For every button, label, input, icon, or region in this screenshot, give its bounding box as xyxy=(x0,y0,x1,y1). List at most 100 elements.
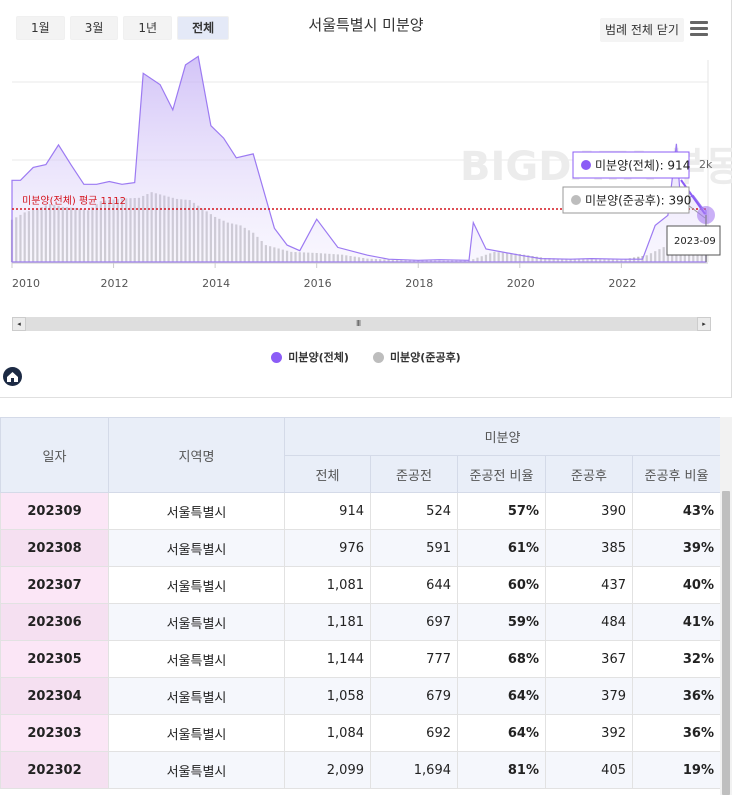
table-cell-date: 202305 xyxy=(0,640,109,678)
scroll-grip-icon[interactable]: III xyxy=(356,319,361,328)
table-vertical-scrollbar[interactable] xyxy=(720,417,732,795)
table-cell-total: 914 xyxy=(284,492,371,530)
legend-toggle-button[interactable]: 범례 전체 닫기 xyxy=(600,18,684,42)
table-cell-after-ratio: 39% xyxy=(631,529,720,567)
scroll-right-arrow-icon[interactable]: ▸ xyxy=(697,317,711,331)
legend-label-total: 미분양(전체) xyxy=(288,351,349,364)
table-cell-after: 484 xyxy=(545,603,633,641)
tooltip-total-marker xyxy=(581,160,591,170)
table-cell-before: 692 xyxy=(370,714,458,752)
x-axis-ticks: 2010 2012 2014 2016 2018 2020 2022 xyxy=(11,263,636,290)
table-row: 202303 서울특별시 1,084 692 64% 392 36% xyxy=(0,714,720,752)
chart-title: 서울특별시 미분양 xyxy=(308,16,424,34)
legend-item-total[interactable]: 미분양(전체) xyxy=(271,349,349,365)
range-button-1y[interactable]: 1년 xyxy=(123,16,173,40)
table-cell-after: 367 xyxy=(545,640,633,678)
table-row: 202306 서울특별시 1,181 697 59% 484 41% xyxy=(0,603,720,641)
x-tick-label: 2020 xyxy=(507,277,535,290)
range-button-1m[interactable]: 1월 xyxy=(16,16,65,40)
header-unsold-group: 미분양 xyxy=(283,417,720,456)
table-cell-total: 976 xyxy=(284,529,371,567)
table-cell-region: 서울특별시 xyxy=(108,640,285,678)
table-cell-region: 서울특별시 xyxy=(108,677,285,715)
table-cell-total: 1,084 xyxy=(284,714,371,752)
tooltip-after-box xyxy=(562,186,690,214)
table-cell-before: 697 xyxy=(370,603,458,641)
header-region: 지역명 xyxy=(108,417,285,493)
table-cell-before: 591 xyxy=(370,529,458,567)
tooltip-after-text: 미분양(준공후): 390 xyxy=(585,194,691,208)
table-body: 202309 서울특별시 914 524 57% 390 43% 202308 서울특별시 976… xyxy=(0,492,720,789)
table-cell-date: 202309 xyxy=(0,492,109,530)
table-cell-after: 379 xyxy=(545,677,633,715)
legend-item-after[interactable]: 미분양(준공후) xyxy=(372,349,461,365)
table-cell-total: 1,181 xyxy=(284,603,371,641)
range-button-3m[interactable]: 3월 xyxy=(69,16,119,40)
range-button-all[interactable]: 전체 xyxy=(177,16,230,40)
table-scroll-thumb[interactable] xyxy=(722,491,730,795)
table-cell-before-ratio: 64% xyxy=(457,677,546,715)
table-row: 202304 서울특별시 1,058 679 64% 379 36% xyxy=(0,677,720,715)
table-cell-after: 392 xyxy=(545,714,633,752)
tooltip-date-text: 2023-09 xyxy=(674,236,716,247)
table-cell-before-ratio: 81% xyxy=(457,751,546,789)
table-row: 202309 서울특별시 914 524 57% 390 43% xyxy=(0,492,720,530)
chart-svg: BIGDATA 부동산지인 미분양(전체) 평균 1112 2010201220… xyxy=(10,55,732,290)
table-cell-after-ratio: 19% xyxy=(631,751,720,789)
tooltip-total-box xyxy=(572,151,690,179)
data-table-container: 일자 지역명 미분양 전체 준공전 준공전 비율 준공후 준공후 비율 2023… xyxy=(0,417,720,795)
table-cell-total: 2,099 xyxy=(284,751,371,789)
x-tick-label: 2018 xyxy=(405,277,433,290)
chart-panel: 1월 3월 1년 전체 서울특별시 미분양 범례 전체 닫기 BIGDATA 부… xyxy=(0,0,732,398)
y-tick-2k: 2k xyxy=(699,158,713,171)
header-before: 준공전 xyxy=(370,455,458,493)
table-cell-after-ratio: 43% xyxy=(631,492,720,530)
table-cell-after: 405 xyxy=(545,751,633,789)
table-cell-before-ratio: 60% xyxy=(457,566,546,604)
table-cell-total: 1,144 xyxy=(284,640,371,678)
table-cell-before: 1,694 xyxy=(370,751,458,789)
header-before-ratio: 준공전 비율 xyxy=(457,455,546,493)
tooltip-total-text: 미분양(전체): 914 xyxy=(595,159,690,173)
scroll-left-arrow-icon[interactable]: ◂ xyxy=(12,317,26,331)
table-cell-before: 524 xyxy=(370,492,458,530)
table-cell-before: 679 xyxy=(370,677,458,715)
table-cell-total: 1,058 xyxy=(284,677,371,715)
table-cell-after: 390 xyxy=(545,492,633,530)
table-cell-region: 서울특별시 xyxy=(108,492,285,530)
legend-dot-icon xyxy=(372,351,384,363)
x-tick-label: 2014 xyxy=(202,277,230,290)
unsold-data-table: 일자 지역명 미분양 전체 준공전 준공전 비율 준공후 준공후 비율 2023… xyxy=(0,417,720,789)
x-tick-label: 2012 xyxy=(101,277,129,290)
header-total: 전체 xyxy=(284,455,371,493)
table-cell-before-ratio: 59% xyxy=(457,603,546,641)
table-cell-region: 서울특별시 xyxy=(108,529,285,567)
chart-navigator-scrollbar[interactable]: ◂ III ▸ xyxy=(12,317,711,331)
tooltip-after-marker xyxy=(571,195,581,205)
table-row: 202305 서울특별시 1,144 777 68% 367 32% xyxy=(0,640,720,678)
range-button-group: 1월 3월 1년 전체 xyxy=(16,16,230,40)
table-cell-after: 385 xyxy=(545,529,633,567)
table-row: 202308 서울특별시 976 591 61% 385 39% xyxy=(0,529,720,567)
table-cell-after-ratio: 36% xyxy=(631,714,720,752)
table-row: 202302 서울특별시 2,099 1,694 81% 405 19% xyxy=(0,751,720,789)
x-tick-label: 2022 xyxy=(608,277,636,290)
home-icon[interactable] xyxy=(3,367,22,386)
table-cell-after-ratio: 41% xyxy=(631,603,720,641)
table-cell-after-ratio: 36% xyxy=(631,677,720,715)
legend-dot-icon xyxy=(271,351,283,363)
total-unsold-area xyxy=(11,55,707,263)
hamburger-menu-icon[interactable] xyxy=(690,21,708,37)
tooltip-date-box xyxy=(666,225,721,256)
x-tick-label: 2016 xyxy=(304,277,332,290)
table-cell-before-ratio: 68% xyxy=(457,640,546,678)
table-cell-before-ratio: 64% xyxy=(457,714,546,752)
table-cell-date: 202307 xyxy=(0,566,109,604)
table-cell-before-ratio: 57% xyxy=(457,492,546,530)
table-cell-after: 437 xyxy=(545,566,633,604)
table-cell-after-ratio: 40% xyxy=(631,566,720,604)
chart-legend: 미분양(전체) 미분양(준공후) xyxy=(0,349,732,365)
table-cell-date: 202304 xyxy=(0,677,109,715)
table-cell-before: 777 xyxy=(370,640,458,678)
table-cell-date: 202306 xyxy=(0,603,109,641)
